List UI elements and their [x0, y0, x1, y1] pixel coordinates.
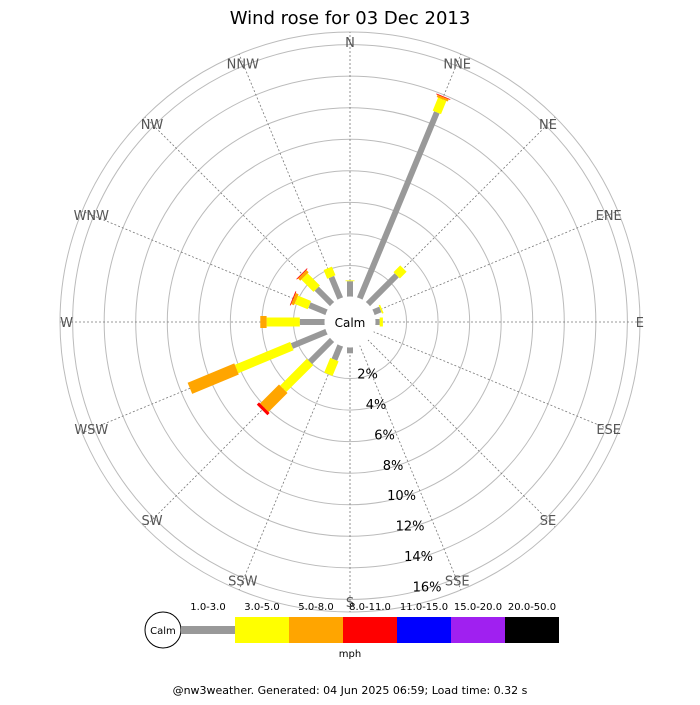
petal-ene-bin-1.0-3.0 [371, 306, 382, 316]
grid-ring-6% [229, 201, 471, 443]
petal-w-bin-1.0-3.0 [299, 319, 325, 325]
petal-sw-bin-1.0-3.0 [307, 337, 335, 365]
petal-ssw-bin-1.0-3.0 [331, 343, 344, 361]
direction-label-w: W [60, 316, 73, 331]
petal-wnw-bin-3.0-5.0 [294, 295, 312, 310]
tick-label-6%: 6% [374, 428, 395, 443]
legend-swatch-1.0-3.0 [181, 626, 235, 634]
petal-wnw-bin-8.0-11.0 [289, 291, 297, 306]
petal-sw-bin-5.0-8.0 [260, 384, 288, 412]
legend-swatch-5.0-8.0 [289, 617, 343, 643]
radial-tick-labels: 2% 4% 6% 8% 10% 12% 14% 16% [357, 368, 441, 596]
grid-spoke-se [367, 339, 556, 528]
petal-nnw-bin-3.0-5.0 [323, 266, 336, 279]
tick-label-14%: 14% [404, 550, 433, 565]
legend-label-5.0-8.0: 5.0-8.0 [298, 602, 333, 613]
direction-label-nw: NW [141, 118, 164, 133]
tick-label-4%: 4% [366, 398, 387, 413]
petal-wsw-bin-3.0-5.0 [234, 341, 294, 374]
petal-ene-bin-3.0-5.0 [378, 304, 384, 314]
wind-petals [187, 93, 451, 416]
direction-label-ne: NE [539, 118, 557, 133]
legend-label-11.0-15.0: 11.0-15.0 [400, 602, 448, 613]
legend-speed-bins: 1.0-3.0 3.0-5.0 5.0-8.0 8.0-11.0 11.0-15.0 15… [181, 602, 559, 643]
grid-spoke-nw [144, 116, 333, 305]
petal-nne-bin-1.0-3.0 [356, 111, 440, 301]
legend-swatch-11.0-15.0 [397, 617, 451, 643]
petal-wnw-bin-1.0-3.0 [308, 302, 329, 316]
footer-text: @nw3weather. Generated: 04 Jun 2025 06:5… [173, 684, 528, 697]
direction-label-nnw: NNW [227, 57, 259, 72]
legend-label-20.0-50.0: 20.0-50.0 [508, 602, 556, 613]
direction-label-s: S [346, 596, 354, 611]
direction-label-nne: NNE [443, 57, 471, 72]
legend-swatch-8.0-11.0 [343, 617, 397, 643]
petal-nw-bin-8.0-11.0 [296, 268, 308, 280]
legend-label-3.0-5.0: 3.0-5.0 [244, 602, 279, 613]
chart-title: Wind rose for 03 Dec 2013 [230, 8, 471, 29]
tick-label-2%: 2% [357, 368, 378, 383]
direction-labels: N NNE NE ENE E ESE SE SSE S SSW SW WSW W WNW NW NNW [60, 36, 644, 611]
petal-wnw-bin-5.0-8.0 [291, 293, 299, 306]
petal-n-bin-3.0-5.0 [345, 280, 355, 282]
legend-swatch-20.0-50.0 [505, 617, 559, 643]
legend-calm-label: Calm [150, 626, 176, 637]
petal-nnw-bin-1.0-3.0 [328, 275, 344, 301]
petal-wsw-bin-5.0-8.0 [187, 363, 239, 394]
tick-label-16%: 16% [413, 580, 442, 595]
legend-label-1.0-3.0: 1.0-3.0 [190, 602, 225, 613]
direction-label-e: E [636, 316, 644, 331]
petal-ne-bin-1.0-3.0 [365, 273, 399, 307]
petal-nw-bin-3.0-5.0 [301, 273, 320, 292]
petal-s-bin-1.0-3.0 [347, 347, 353, 354]
direction-label-ssw: SSW [228, 575, 258, 590]
grid-ring-8% [198, 170, 502, 474]
petal-ne-bin-3.0-5.0 [393, 265, 407, 279]
petal-e-bin-1.0-3.0 [375, 319, 380, 325]
tick-label-8%: 8% [383, 459, 404, 474]
direction-label-sse: SSE [445, 575, 470, 590]
grid-spoke-ssw [238, 344, 341, 591]
direction-label-ese: ESE [596, 423, 621, 438]
grid-spoke-wnw [81, 210, 328, 313]
petal-nne-bin-5.0-8.0 [436, 94, 449, 102]
petal-sw-bin-8.0-11.0 [256, 402, 270, 416]
direction-label-ene: ENE [596, 209, 622, 224]
petal-nw-bin-1.0-3.0 [314, 286, 335, 307]
legend: Calm 1.0-3.0 3.0-5.0 5.0-8.0 8.0-11.0 11.0-1… [144, 602, 559, 660]
petal-nne-bin-8.0-11.0 [436, 93, 451, 100]
legend-label-8.0-11.0: 8.0-11.0 [349, 602, 391, 613]
petal-nw-bin-5.0-8.0 [298, 270, 309, 281]
petal-e-bin-3.0-5.0 [379, 317, 383, 327]
direction-label-se: SE [540, 514, 556, 529]
direction-label-wsw: WSW [74, 423, 108, 438]
petal-ssw-bin-3.0-5.0 [324, 357, 339, 376]
legend-swatch-3.0-5.0 [235, 617, 289, 643]
grid-spoke-ese [372, 331, 619, 434]
legend-label-15.0-20.0: 15.0-20.0 [454, 602, 502, 613]
calm-circle [324, 296, 376, 348]
petal-w-bin-3.0-5.0 [266, 317, 300, 327]
grid-spoke-sse [359, 344, 462, 591]
direction-label-wnw: WNW [74, 209, 110, 224]
direction-label-sw: SW [141, 514, 162, 529]
calm-label: Calm [335, 316, 366, 330]
tick-label-12%: 12% [396, 520, 425, 535]
petal-w-bin-5.0-8.0 [260, 316, 267, 328]
petal-nne-bin-3.0-5.0 [432, 97, 447, 115]
petal-n-bin-1.0-3.0 [347, 281, 353, 297]
petal-wsw-bin-1.0-3.0 [290, 328, 329, 349]
legend-units: mph [339, 649, 361, 660]
petal-sw-bin-3.0-5.0 [280, 358, 314, 392]
tick-label-10%: 10% [387, 489, 416, 504]
grid-spoke-ene [372, 210, 619, 313]
calm-center: Calm [324, 296, 376, 348]
grid-spoke-nnw [238, 53, 341, 300]
legend-swatch-15.0-20.0 [451, 617, 505, 643]
direction-label-n: N [345, 36, 355, 51]
